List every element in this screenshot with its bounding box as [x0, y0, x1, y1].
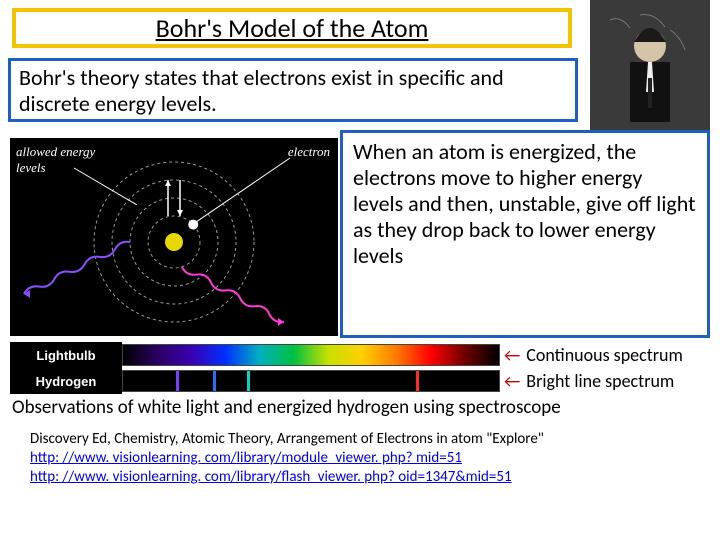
theory-text: Bohr's theory states that electrons exis…	[19, 64, 504, 117]
continuous-caption: Continuous spectrum	[526, 344, 683, 366]
spectrum-label: Lightbulb	[10, 342, 122, 368]
bright-line-spectrum-bar	[122, 370, 500, 392]
explain-box: When an atom is energized, the electrons…	[340, 130, 710, 338]
page-title: Bohr's Model of the Atom	[156, 12, 429, 44]
brightline-caption: Bright line spectrum	[526, 370, 674, 392]
spectrum-row-continuous: Lightbulb ← Continuous spectrum	[10, 342, 710, 368]
ref-link-1[interactable]: http: //www. visionlearning. com/library…	[30, 449, 462, 467]
theory-box: Bohr's theory states that electrons exis…	[8, 58, 578, 122]
bohr-portrait	[590, 0, 710, 130]
observation-text: Observations of white light and energize…	[12, 396, 561, 419]
title-box: Bohr's Model of the Atom	[12, 8, 572, 48]
spectrum-row-brightline: Hydrogen ← Bright line spectrum	[10, 368, 710, 394]
continuous-spectrum-bar	[122, 344, 500, 366]
ref-line: Discovery Ed, Chemistry, Atomic Theory, …	[30, 430, 690, 449]
references: Discovery Ed, Chemistry, Atomic Theory, …	[30, 430, 690, 486]
ref-link-2[interactable]: http: //www. visionlearning. com/library…	[30, 468, 512, 486]
orbit-diagram: allowed energy levels electron	[10, 138, 338, 336]
explain-text: When an atom is energized, the electrons…	[353, 138, 695, 269]
arrow-left-icon: ←	[504, 344, 520, 366]
diagram-label-left: allowed energy levels	[16, 144, 106, 176]
spectrum-label: Hydrogen	[10, 368, 122, 394]
diagram-label-right: electron	[288, 144, 330, 160]
arrow-left-icon: ←	[504, 370, 520, 392]
spectra: Lightbulb ← Continuous spectrum Hydrogen…	[10, 342, 710, 394]
